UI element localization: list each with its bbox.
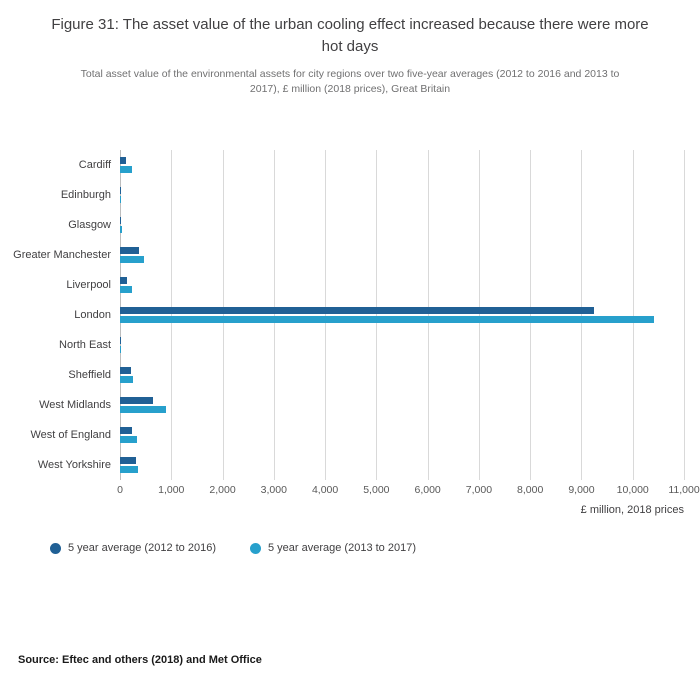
category-label: Edinburgh [60, 189, 111, 201]
x-tick-label: 8,000 [517, 484, 544, 496]
bar-series-1 [120, 346, 122, 353]
bar-series-1 [120, 316, 655, 323]
gridline [376, 150, 378, 480]
bar-series-1 [120, 226, 123, 233]
category-row [120, 300, 684, 330]
x-axis-title: £ million, 2018 prices [580, 504, 684, 516]
category-label: North East [59, 339, 111, 351]
legend: 5 year average (2012 to 2016) 5 year aver… [50, 542, 700, 554]
category-label: Liverpool [66, 279, 111, 291]
x-tick-label: 0 [117, 484, 123, 496]
category-row [120, 150, 684, 180]
bar-series-0 [120, 277, 127, 284]
x-axis: 0 1,000 2,000 3,000 4,000 5,000 6,000 7,000 8,00… [117, 484, 700, 499]
bar-series-1 [120, 436, 137, 443]
bar-series-0 [120, 367, 131, 374]
gridline [581, 150, 583, 480]
category-label: London [74, 309, 111, 321]
category-label: Greater Manchester [13, 249, 111, 261]
gridline [273, 150, 275, 480]
category-row [120, 450, 684, 480]
x-tick-label: 10,000 [616, 484, 649, 496]
category-row [120, 180, 684, 210]
legend-marker-icon [50, 542, 61, 554]
category-label: Sheffield [68, 369, 111, 381]
x-tick-label: 1,000 [158, 484, 185, 496]
chart-subtitle: Total asset value of the environmental a… [80, 67, 620, 96]
category-label: Cardiff [78, 159, 111, 171]
gridline [632, 150, 634, 480]
bar-series-0 [120, 457, 136, 464]
bar-series-0 [120, 217, 121, 224]
x-tick-label: 2,000 [209, 484, 236, 496]
bar-chart: Cardiff Edinburgh Glasgow Greater Mancheste… [13, 150, 700, 516]
bar-series-1 [120, 166, 132, 173]
bar-series-0 [120, 307, 595, 314]
gridline [478, 150, 480, 480]
category-label: West Midlands [39, 399, 111, 411]
legend-label: 5 year average (2012 to 2016) [68, 542, 216, 554]
chart-title: Figure 31: The asset value of the urban … [51, 16, 649, 55]
category-row [120, 330, 684, 360]
chart-header: Figure 31: The asset value of the urban … [0, 0, 700, 98]
legend-item: 5 year average (2013 to 2017) [250, 542, 416, 554]
gridline [222, 150, 224, 480]
gridline [120, 150, 121, 480]
bar-series-0 [120, 247, 140, 254]
category-row [120, 390, 684, 420]
gridline [427, 150, 429, 480]
x-tick-label: 7,000 [465, 484, 493, 496]
bar-series-1 [120, 286, 132, 293]
legend-marker-icon [250, 542, 261, 554]
gridline [684, 150, 685, 480]
x-tick-label: 11,000 [668, 484, 700, 496]
category-row [120, 270, 684, 300]
legend-item: 5 year average (2012 to 2016) [50, 542, 216, 554]
category-row [120, 360, 684, 390]
category-label: West of England [30, 429, 111, 441]
x-tick-label: 4,000 [311, 484, 339, 496]
x-tick-label: 3,000 [260, 484, 287, 496]
bar-series-0 [120, 427, 132, 434]
bar-series-0 [120, 337, 121, 344]
x-tick-label: 6,000 [414, 484, 441, 496]
bar-series-1 [120, 256, 145, 263]
gridline [530, 150, 532, 480]
x-tick-label: 9,000 [568, 484, 595, 496]
x-tick-label: 5,000 [363, 484, 390, 496]
bar-series-1 [120, 406, 167, 413]
bar-series-1 [120, 376, 134, 383]
category-label: Glasgow [68, 219, 111, 231]
bar-series-0 [120, 397, 154, 404]
gridline [171, 150, 173, 480]
category-row [120, 210, 684, 240]
category-row [120, 420, 684, 450]
y-axis-labels: Cardiff Edinburgh Glasgow Greater Mancheste… [13, 150, 120, 480]
plot-area [120, 150, 685, 480]
legend-label: 5 year average (2013 to 2017) [268, 542, 416, 554]
category-row [120, 240, 684, 270]
gridline [325, 150, 327, 480]
bar-series-0 [120, 157, 126, 164]
category-label: West Yorkshire [37, 459, 111, 471]
bar-series-1 [120, 466, 138, 473]
source-note: Source: Eftec and others (2018) and Met … [18, 654, 262, 666]
